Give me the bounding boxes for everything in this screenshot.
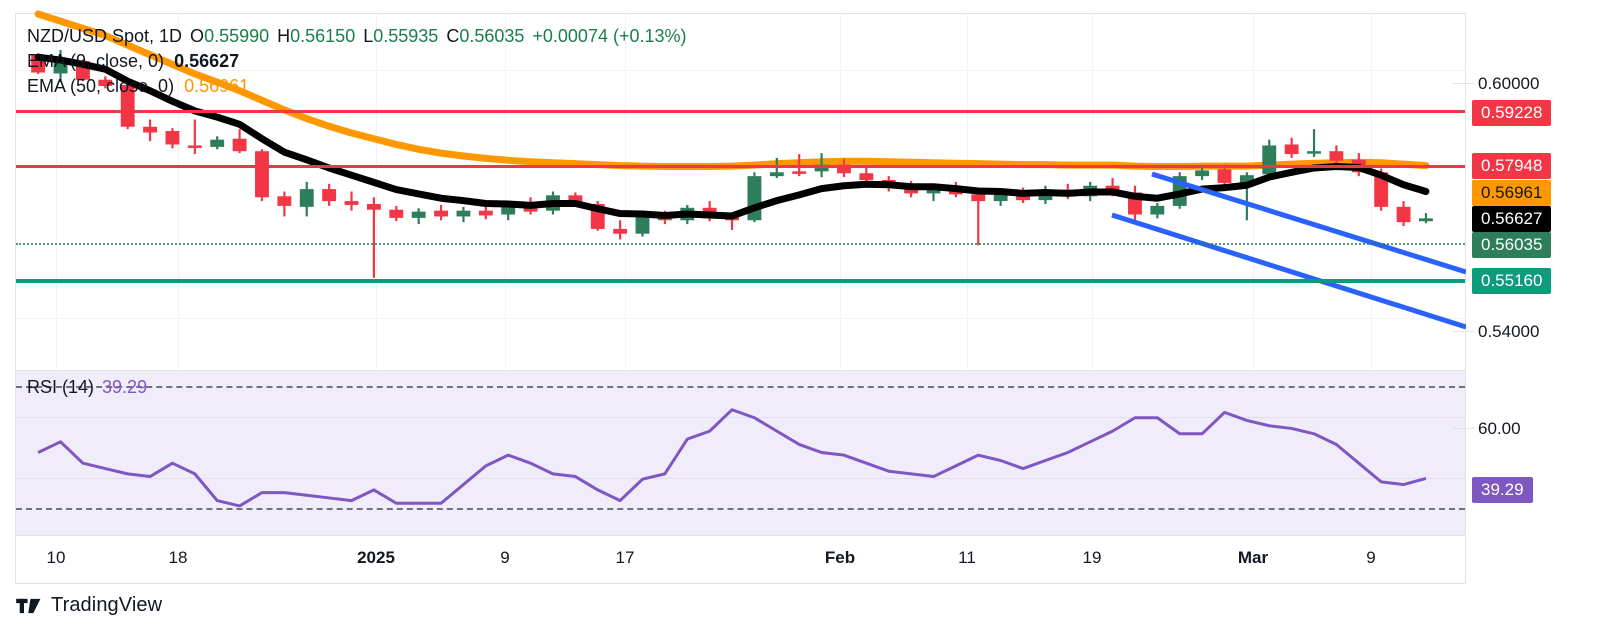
open-value: 0.55990 <box>204 26 270 46</box>
tradingview-logo-icon <box>16 598 41 613</box>
price-badge-0.56035: 0.56035 <box>1472 232 1552 258</box>
open-label: O <box>190 26 205 46</box>
panel-separator <box>15 370 1466 371</box>
ema9-value: 0.56627 <box>174 51 240 71</box>
vertical-gridline-18 <box>178 14 179 535</box>
plot-left-border <box>15 13 16 583</box>
vertical-gridline-10 <box>56 14 57 535</box>
symbol-label: NZD/USD Spot, 1D <box>27 26 183 46</box>
low-value: 0.55935 <box>373 26 439 46</box>
price-badge-0.56961: 0.56961 <box>1472 180 1552 206</box>
rsi-value-badge: 39.29 <box>1472 477 1533 503</box>
time-tick-10: 10 <box>46 548 66 567</box>
price-badge-0.56627: 0.56627 <box>1472 206 1552 232</box>
ema9-label: EMA (9, close, 0) <box>27 51 165 71</box>
rsi-value: 39.29 <box>102 377 148 397</box>
price-tick-0: 0.60000 <box>1452 74 1539 94</box>
vertical-gridline-11 <box>967 14 968 535</box>
vertical-gridline-9 <box>505 14 506 535</box>
price-badge-0.55160: 0.55160 <box>1472 268 1552 294</box>
trendline-lower <box>1111 212 1467 330</box>
rsi-band-background <box>16 371 1465 535</box>
close-value: 0.56035 <box>459 26 525 46</box>
trendline-upper <box>1151 171 1467 275</box>
vertical-gridline-Feb <box>840 14 841 535</box>
ema50-label: EMA (50, close, 0) <box>27 76 175 96</box>
rsi-gridline-60 <box>16 417 1465 418</box>
resistance-line-059228 <box>16 110 1465 113</box>
low-label: L <box>363 26 374 46</box>
rsi-label: RSI (14) <box>27 377 95 397</box>
time-axis-separator <box>15 535 1466 536</box>
vertical-gridline-19 <box>1092 14 1093 535</box>
legend-row-symbol[interactable]: NZD/USD Spot, 1D O0.55990 H0.56150 L0.55… <box>27 24 687 49</box>
time-tick-9: 9 <box>500 548 510 567</box>
vertical-gridline-2025 <box>376 14 377 535</box>
rsi-overbought-line <box>16 386 1465 388</box>
price-badge-0.57948: 0.57948 <box>1472 153 1552 179</box>
ema50-value: 0.56961 <box>184 76 250 96</box>
high-value: 0.56150 <box>290 26 356 46</box>
rsi-gridline-40 <box>16 478 1465 479</box>
time-tick-11: 11 <box>958 548 976 567</box>
resistance-line-057948 <box>16 165 1465 168</box>
plot-top-border <box>15 13 1465 14</box>
support-line-055160 <box>16 279 1465 283</box>
price-badge-0.59228: 0.59228 <box>1472 100 1552 126</box>
legend-row-ema50[interactable]: EMA (50, close, 0) 0.56961 <box>27 74 687 99</box>
current-close-line <box>16 243 1465 245</box>
close-label: C <box>446 26 460 46</box>
tradingview-logo-text: TradingView <box>51 594 163 616</box>
time-tick-9: 9 <box>1366 548 1376 567</box>
rsi-axis-tick-60: 60.00 <box>1452 419 1521 439</box>
price-axis[interactable]: 0.60000 0.54000 0.59228 0.57948 0.56961 0.56… <box>1452 13 1601 583</box>
footer-separator <box>15 583 1466 584</box>
tradingview-logo[interactable]: TradingView <box>16 594 162 617</box>
chart-legend: NZD/USD Spot, 1D O0.55990 H0.56150 L0.55… <box>27 24 687 99</box>
change-value: +0.00074 (+0.13%) <box>532 26 687 46</box>
rsi-oversold-line <box>16 508 1465 510</box>
time-tick-17: 17 <box>615 548 635 567</box>
time-tick-19: 19 <box>1082 548 1102 567</box>
time-tick-2025: 2025 <box>357 548 395 567</box>
price-tick-1: 0.54000 <box>1452 322 1539 342</box>
legend-row-ema9[interactable]: EMA (9, close, 0) 0.56627 <box>27 49 687 74</box>
time-tick-18: 18 <box>168 548 188 567</box>
vertical-gridline-17 <box>625 14 626 535</box>
time-tick-Feb: Feb <box>824 548 856 567</box>
high-label: H <box>277 26 291 46</box>
price-gridline-054000 <box>16 318 1465 319</box>
time-tick-Mar: Mar <box>1237 548 1269 567</box>
rsi-legend[interactable]: RSI (14) 39.29 <box>27 377 147 398</box>
